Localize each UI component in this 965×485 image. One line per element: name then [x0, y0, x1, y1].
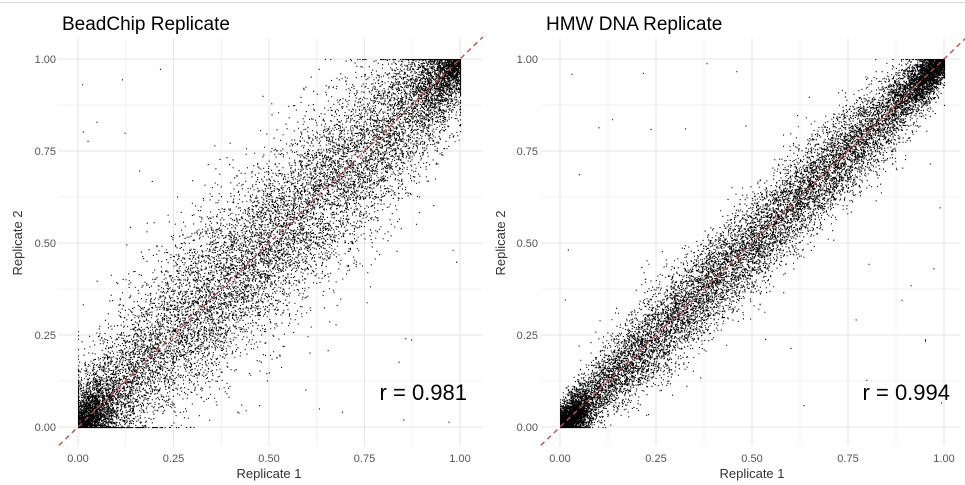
- x-tick-label: 0.50: [741, 453, 762, 465]
- y-tick-labels: 0.00 0.25 0.50 0.75 1.00: [517, 54, 538, 434]
- y-axis-label: Replicate 2: [493, 210, 508, 275]
- y-axis-label: Replicate 2: [10, 210, 25, 275]
- x-tick-labels: 0.00 0.25 0.50 0.75 1.00: [67, 453, 470, 465]
- y-tick-label: 0.50: [517, 238, 538, 250]
- chart-title: BeadChip Replicate: [62, 14, 230, 35]
- x-tick-label: 0.50: [258, 453, 279, 465]
- scatter-point-cloud: [78, 59, 462, 429]
- x-tick-label: 0.75: [354, 453, 375, 465]
- y-tick-label: 0.00: [517, 422, 538, 434]
- correlation-annotation: r = 0.981: [380, 380, 467, 405]
- y-tick-label: 0.25: [35, 330, 56, 342]
- x-tick-label: 1.00: [933, 453, 954, 465]
- x-axis-label: Replicate 1: [719, 466, 784, 481]
- y-tick-label: 0.75: [35, 146, 56, 158]
- y-tick-labels: 0.00 0.25 0.50 0.75 1.00: [35, 54, 56, 434]
- panel-hmw-dna: 0.00 0.25 0.50 0.75 1.00 0.00 0.25 0.50 …: [493, 14, 965, 481]
- scatter-points: [78, 59, 462, 429]
- y-tick-label: 1.00: [517, 54, 538, 66]
- identity-dashed-line: [58, 36, 484, 446]
- y-tick-label: 0.50: [35, 238, 56, 250]
- x-tick-label: 0.00: [67, 453, 88, 465]
- x-tick-label: 1.00: [449, 453, 470, 465]
- y-tick-label: 0.75: [517, 146, 538, 158]
- correlation-annotation: r = 0.994: [863, 380, 950, 405]
- x-tick-label: 0.00: [549, 453, 570, 465]
- y-tick-label: 0.25: [517, 330, 538, 342]
- top-rule: [0, 2, 965, 3]
- y-tick-label: 0.00: [35, 422, 56, 434]
- scatter-point-cloud: [560, 59, 946, 429]
- panel-beadchip: 0.00 0.25 0.50 0.75 1.00 0.00 0.25 0.50 …: [10, 14, 484, 481]
- y-tick-label: 1.00: [35, 54, 56, 66]
- scatter-points: [560, 59, 946, 429]
- x-tick-label: 0.25: [645, 453, 666, 465]
- x-axis-label: Replicate 1: [236, 466, 301, 481]
- x-tick-labels: 0.00 0.25 0.50 0.75 1.00: [549, 453, 954, 465]
- chart-title: HMW DNA Replicate: [546, 14, 722, 35]
- x-tick-label: 0.25: [163, 453, 184, 465]
- x-tick-label: 0.75: [837, 453, 858, 465]
